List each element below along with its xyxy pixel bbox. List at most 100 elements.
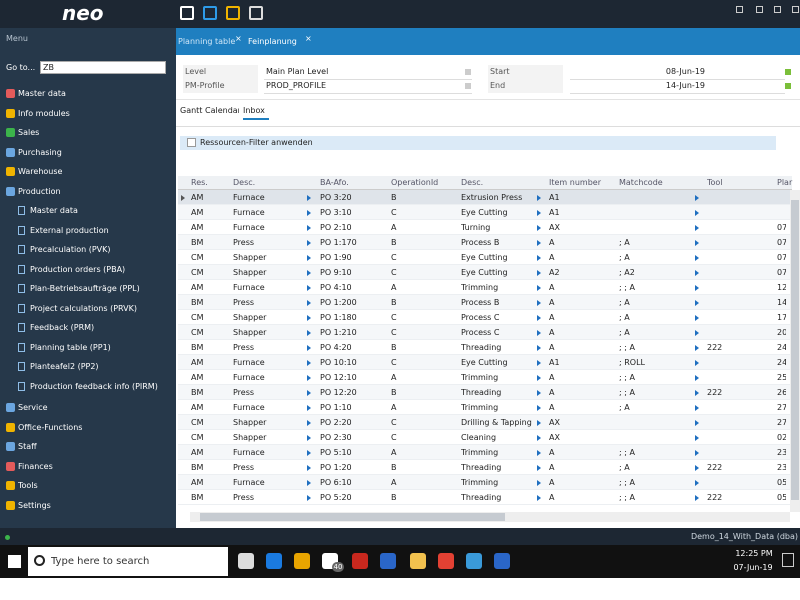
field-value[interactable]: Main Plan Level xyxy=(264,65,472,80)
table-row[interactable] xyxy=(178,310,790,325)
menu-item[interactable]: Production xyxy=(18,186,61,196)
submenu-item[interactable]: External production xyxy=(30,225,109,235)
lookup-arrow[interactable] xyxy=(307,195,311,201)
lookup-arrow[interactable] xyxy=(695,495,699,501)
lookup-arrow[interactable] xyxy=(537,345,541,351)
column-header[interactable]: BA-Afo. xyxy=(320,178,349,187)
taskbar-app[interactable] xyxy=(266,553,282,569)
lookup-arrow[interactable] xyxy=(537,315,541,321)
window-button[interactable] xyxy=(736,6,743,13)
toolbar-icon[interactable] xyxy=(249,6,263,20)
taskbar-app[interactable] xyxy=(352,553,368,569)
column-header[interactable]: Item number xyxy=(549,178,601,187)
column-header[interactable]: Plar xyxy=(777,178,793,187)
lookup-arrow[interactable] xyxy=(695,330,699,336)
table-row[interactable] xyxy=(178,355,790,370)
lookup-arrow[interactable] xyxy=(537,390,541,396)
lookup-arrow[interactable] xyxy=(307,300,311,306)
lookup-arrow[interactable] xyxy=(695,480,699,486)
submenu-item[interactable]: Plan-Betriebsaufträge (PPL) xyxy=(30,284,140,293)
lookup-arrow[interactable] xyxy=(695,315,699,321)
view-tab[interactable]: Gantt xyxy=(180,106,203,115)
h-scroll-thumb[interactable] xyxy=(200,513,505,521)
v-scroll-thumb[interactable] xyxy=(791,200,799,500)
lookup-arrow[interactable] xyxy=(537,270,541,276)
lookup-arrow[interactable] xyxy=(695,285,699,291)
lookup-arrow[interactable] xyxy=(695,300,699,306)
taskbar-app[interactable] xyxy=(466,553,482,569)
lookup-arrow[interactable] xyxy=(307,210,311,216)
table-row[interactable] xyxy=(178,190,790,205)
table-row[interactable] xyxy=(178,475,790,490)
table-row[interactable] xyxy=(178,250,790,265)
table-row[interactable] xyxy=(178,460,790,475)
menu-item[interactable]: Tools xyxy=(18,481,38,490)
submenu-item[interactable]: Planteafel2 (PP2) xyxy=(30,362,99,371)
lookup-arrow[interactable] xyxy=(695,225,699,231)
lookup-arrow[interactable] xyxy=(695,195,699,201)
lookup-arrow[interactable] xyxy=(537,420,541,426)
lookup-arrow[interactable] xyxy=(695,345,699,351)
window-button[interactable] xyxy=(774,6,781,13)
submenu-item[interactable]: Production orders (PBA) xyxy=(30,264,126,274)
start-button[interactable] xyxy=(8,555,21,568)
menu-item[interactable]: Service xyxy=(18,403,48,412)
column-header[interactable]: Tool xyxy=(707,178,723,187)
table-row[interactable] xyxy=(178,235,790,250)
lookup-arrow[interactable] xyxy=(695,465,699,471)
field-value[interactable]: 08-Jun-19 xyxy=(570,65,785,80)
submenu-item[interactable]: Feedback (PRM) xyxy=(30,323,95,332)
window-button[interactable] xyxy=(792,6,799,13)
table-row[interactable] xyxy=(178,280,790,295)
taskbar-app[interactable] xyxy=(494,553,510,569)
table-row[interactable] xyxy=(178,430,790,445)
column-header[interactable]: Desc. xyxy=(233,178,256,187)
table-row[interactable] xyxy=(178,385,790,400)
lookup-arrow[interactable] xyxy=(695,405,699,411)
lookup-arrow[interactable] xyxy=(537,360,541,366)
menu-item[interactable]: Info modules xyxy=(18,108,70,118)
toolbar-icon[interactable] xyxy=(226,6,240,20)
lookup-arrow[interactable] xyxy=(307,270,311,276)
filter-checkbox[interactable] xyxy=(187,138,196,147)
column-header[interactable]: Res. xyxy=(191,178,208,187)
toolbar-icon[interactable] xyxy=(180,6,194,20)
lookup-arrow[interactable] xyxy=(307,255,311,261)
lookup-arrow[interactable] xyxy=(537,480,541,486)
menu-item[interactable]: Staff xyxy=(18,442,37,451)
notification-button[interactable] xyxy=(782,553,794,567)
lookup-arrow[interactable] xyxy=(537,195,541,201)
table-row[interactable] xyxy=(178,340,790,355)
lookup-arrow[interactable] xyxy=(695,360,699,366)
field-value[interactable]: PROD_PROFILE xyxy=(264,79,472,94)
lookup-arrow[interactable] xyxy=(307,315,311,321)
view-tab[interactable]: Calendar xyxy=(205,106,239,115)
table-row[interactable] xyxy=(178,325,790,340)
submenu-item[interactable]: Project calculations (PRVK) xyxy=(30,303,137,313)
menu-item[interactable]: Settings xyxy=(18,500,51,510)
lookup-arrow[interactable] xyxy=(537,255,541,261)
menu-item[interactable]: Master data xyxy=(18,89,66,98)
submenu-item[interactable]: Production feedback info (PIRM) xyxy=(30,381,158,391)
lookup-arrow[interactable] xyxy=(307,225,311,231)
lookup-arrow[interactable] xyxy=(537,300,541,306)
lookup-arrow[interactable] xyxy=(307,495,311,501)
submenu-item[interactable]: Planning table (PP1) xyxy=(30,342,111,352)
lookup-arrow[interactable] xyxy=(307,375,311,381)
lookup-arrow[interactable] xyxy=(537,225,541,231)
lookup-arrow[interactable] xyxy=(537,375,541,381)
lookup-arrow[interactable] xyxy=(307,405,311,411)
lookup-arrow[interactable] xyxy=(307,240,311,246)
taskbar-app[interactable] xyxy=(238,553,254,569)
column-header[interactable]: Desc. xyxy=(461,178,484,187)
lookup-arrow[interactable] xyxy=(307,285,311,291)
lookup-arrow[interactable] xyxy=(537,240,541,246)
table-row[interactable] xyxy=(178,370,790,385)
lookup-arrow[interactable] xyxy=(695,450,699,456)
lookup-arrow[interactable] xyxy=(307,435,311,441)
table-row[interactable] xyxy=(178,445,790,460)
taskbar-app[interactable] xyxy=(380,553,396,569)
lookup-arrow[interactable] xyxy=(695,210,699,216)
lookup-arrow[interactable] xyxy=(307,465,311,471)
tab[interactable]: Planning table xyxy=(178,37,236,46)
